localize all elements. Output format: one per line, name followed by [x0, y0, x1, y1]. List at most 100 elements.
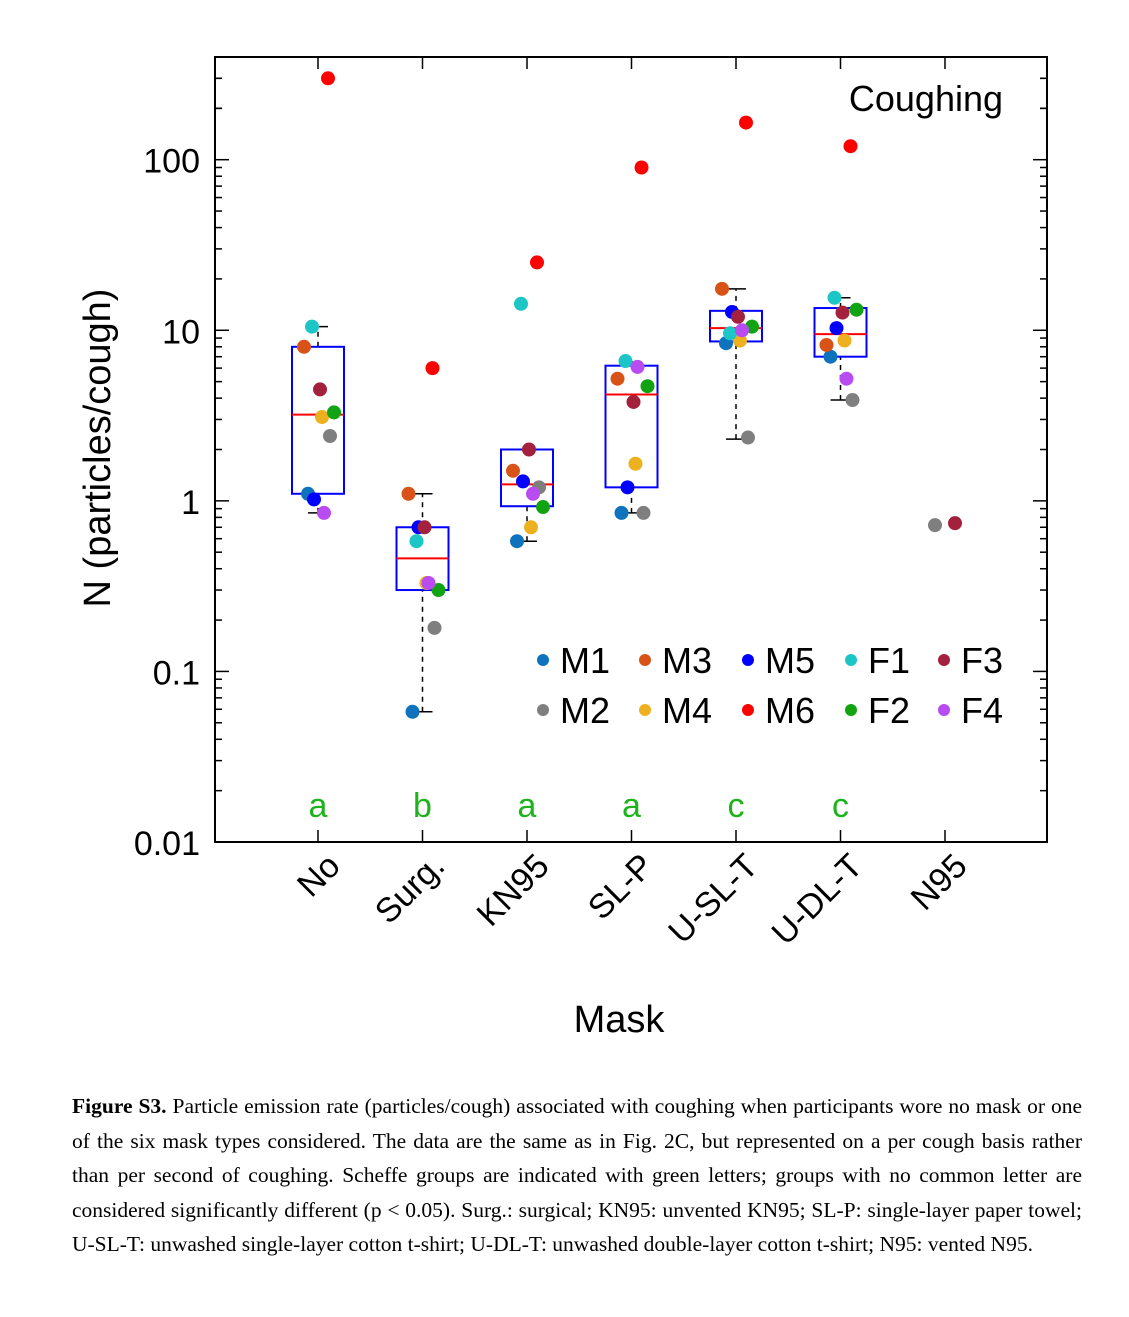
scheffe-letter: b [413, 787, 432, 825]
data-point [640, 379, 655, 394]
data-point [948, 516, 962, 531]
data-point [928, 518, 942, 533]
x-axis-label: Mask [574, 999, 666, 1041]
data-point [849, 302, 864, 317]
legend-marker [742, 654, 754, 666]
data-point [307, 492, 321, 507]
chart: 0.01 0.1 1 10 100 a b a a c c No Surg. KN95 SL-P U-SL… [77, 56, 1048, 1041]
data-point [731, 309, 745, 324]
y-tick-label: 10 [162, 313, 200, 351]
x-tick-label: No [290, 847, 348, 905]
legend-marker [639, 654, 651, 666]
legend-marker [537, 704, 549, 716]
x-tick-labels: No Surg. KN95 SL-P U-SL-TU-DL-T N95 [290, 847, 975, 953]
data-point [425, 361, 440, 376]
data-point [610, 371, 625, 386]
caption-label: Figure S3. [72, 1094, 167, 1118]
y-tick-label: 100 [143, 143, 200, 181]
legend-marker [938, 654, 950, 666]
x-tick-label: U-SL-T [661, 847, 765, 951]
data-point [516, 474, 530, 489]
y-tick-label: 1 [181, 484, 200, 522]
data-points [297, 71, 962, 719]
x-tick-label: SL-P [581, 847, 661, 927]
legend-label: M5 [765, 640, 815, 681]
scheffe-letter: c [832, 787, 849, 825]
scheffe-letter: a [622, 787, 641, 825]
data-point [829, 321, 844, 336]
data-point [735, 323, 749, 338]
data-point [620, 480, 635, 495]
data-point [522, 442, 536, 457]
scheffe-letter: a [309, 787, 328, 825]
data-point [530, 255, 544, 270]
y-axis-ticks: 0.01 0.1 1 10 100 [134, 56, 1047, 863]
data-point [819, 337, 834, 352]
chart-annotation: Coughing [849, 78, 1003, 119]
legend-label: M4 [662, 690, 712, 731]
legend-label: M3 [662, 640, 712, 681]
data-point [297, 339, 311, 354]
data-point [427, 620, 442, 635]
data-point [315, 410, 329, 425]
data-point [823, 349, 838, 364]
scheffe-letter: c [728, 787, 745, 825]
data-point [421, 575, 436, 590]
scheffe-letter: a [518, 787, 537, 825]
legend-marker [845, 654, 857, 666]
legend-marker [537, 654, 549, 666]
legend: M1 M2 M3 M4 M5 M6 F1 F2 F3 F4 [537, 640, 1003, 731]
legend-marker [742, 704, 754, 716]
data-point [839, 371, 854, 386]
x-tick-label: Surg. [368, 847, 452, 931]
data-point [317, 505, 331, 520]
data-point [636, 505, 651, 520]
data-point [524, 520, 538, 535]
data-point [630, 359, 645, 374]
y-tick-label: 0.01 [134, 825, 200, 863]
plot-frame [214, 56, 1048, 843]
data-point [327, 405, 341, 420]
legend-label: F2 [868, 690, 910, 731]
caption-text: Particle emission rate (particles/cough)… [72, 1094, 1083, 1256]
legend-label: M2 [560, 690, 610, 731]
legend-marker [938, 704, 950, 716]
data-point [845, 393, 860, 408]
data-point [401, 486, 416, 501]
data-point [739, 115, 753, 130]
data-point [506, 463, 520, 478]
data-point [526, 486, 540, 501]
data-point [835, 305, 850, 320]
data-point [417, 520, 432, 535]
data-point [618, 354, 633, 369]
data-point [323, 428, 337, 443]
data-point [405, 704, 420, 719]
figure-caption: Figure S3. Particle emission rate (parti… [72, 1089, 1082, 1262]
data-point [741, 430, 755, 445]
data-point [827, 290, 842, 305]
data-point [614, 505, 629, 520]
x-tick-label: KN95 [470, 847, 557, 934]
data-point [510, 534, 524, 549]
data-point [723, 326, 737, 341]
data-point [843, 139, 858, 154]
legend-marker [845, 704, 857, 716]
data-point [514, 296, 528, 311]
data-point [321, 71, 335, 86]
data-point [628, 456, 643, 471]
y-tick-label: 0.1 [153, 654, 200, 692]
legend-label: F3 [961, 640, 1003, 681]
data-point [409, 534, 424, 549]
legend-marker [639, 704, 651, 716]
plot-area [214, 56, 1048, 843]
legend-label: M6 [765, 690, 815, 731]
x-tick-label: U-DL-T [764, 847, 870, 953]
data-point [313, 382, 327, 397]
x-tick-label: N95 [904, 847, 975, 918]
data-point [837, 333, 852, 348]
data-point [431, 583, 446, 598]
legend-label: M1 [560, 640, 610, 681]
data-point [305, 319, 319, 334]
data-point [715, 281, 729, 296]
data-point [634, 160, 649, 175]
